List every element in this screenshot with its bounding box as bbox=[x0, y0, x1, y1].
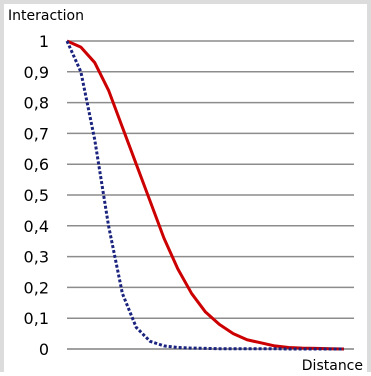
y-tick-label: 0,8 bbox=[24, 94, 49, 113]
y-tick-label: 0,9 bbox=[24, 63, 49, 82]
interaction-distance-chart: 0 0,1 0,2 0,3 0,4 0,5 0,6 0,7 0,8 0,9 1 Interactio… bbox=[8, 8, 363, 374]
y-tick-labels: 0 0,1 0,2 0,3 0,4 0,5 0,6 0,7 0,8 0,9 1 bbox=[24, 32, 49, 359]
x-axis-title: Distance bbox=[302, 358, 363, 372]
y-tick-label: 0,5 bbox=[24, 186, 49, 205]
y-tick-label: 0,3 bbox=[24, 248, 49, 267]
gridlines bbox=[67, 40, 354, 319]
y-tick-label: 0,1 bbox=[24, 309, 49, 328]
y-tick-label: 0,4 bbox=[24, 217, 49, 236]
series-line-2 bbox=[65, 40, 344, 351]
y-tick-label: 0 bbox=[39, 340, 49, 359]
y-tick-label: 1 bbox=[39, 32, 49, 51]
y-tick-label: 0,6 bbox=[24, 155, 49, 174]
y-tick-label: 0,7 bbox=[24, 124, 49, 143]
series-line-1 bbox=[66, 39, 345, 351]
y-tick-label: 0,2 bbox=[24, 278, 49, 297]
series-lines bbox=[65, 39, 345, 351]
y-axis-title: Interaction bbox=[8, 8, 84, 24]
